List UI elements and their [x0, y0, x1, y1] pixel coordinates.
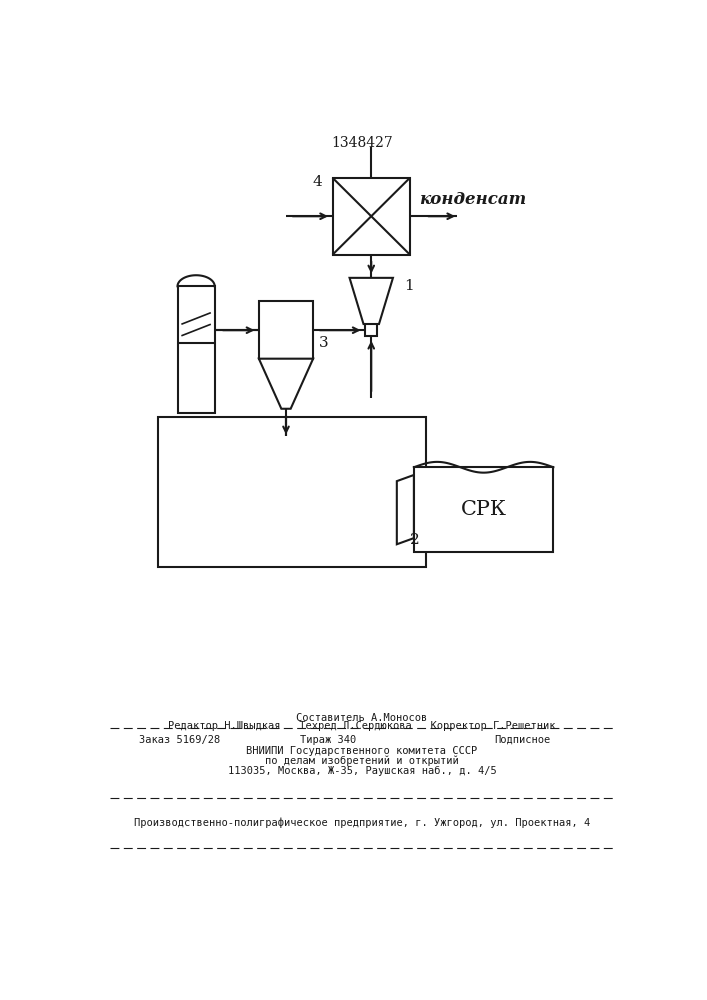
Text: 113035, Москва, Ж-35, Раушская наб., д. 4/5: 113035, Москва, Ж-35, Раушская наб., д. …: [228, 766, 496, 776]
Polygon shape: [397, 475, 414, 544]
Text: 2: 2: [410, 533, 420, 547]
Text: 3: 3: [320, 336, 329, 350]
Text: конденсат: конденсат: [419, 191, 527, 208]
Bar: [332, 178, 410, 255]
Bar: [158, 417, 426, 567]
Text: 1348427: 1348427: [331, 136, 393, 150]
Text: по делам изобретений и открытий: по делам изобретений и открытий: [265, 755, 459, 766]
Bar: [177, 286, 215, 413]
Bar: [365, 324, 378, 336]
Polygon shape: [349, 278, 393, 324]
Text: Производственно-полиграфическое предприятие, г. Ужгород, ул. Проектная, 4: Производственно-полиграфическое предприя…: [134, 817, 590, 828]
Text: ВНИИПИ Государственного комитета СССР: ВНИИПИ Государственного комитета СССР: [246, 746, 477, 756]
Text: Редактор Н.Швыдкая   Техред Л.Сердюкова   Корректор Г.Решетник: Редактор Н.Швыдкая Техред Л.Сердюкова Ко…: [168, 721, 556, 731]
Text: 4: 4: [312, 175, 322, 189]
Text: Составитель А.Моносов: Составитель А.Моносов: [296, 713, 428, 723]
Text: Подписное: Подписное: [494, 735, 551, 745]
Text: СРК: СРК: [461, 500, 507, 519]
Text: Заказ 5169/28: Заказ 5169/28: [139, 735, 220, 745]
Bar: [259, 301, 313, 359]
Polygon shape: [259, 359, 313, 409]
Text: Тираж 340: Тираж 340: [300, 735, 357, 745]
Text: 1: 1: [404, 279, 414, 293]
Bar: [414, 467, 554, 552]
